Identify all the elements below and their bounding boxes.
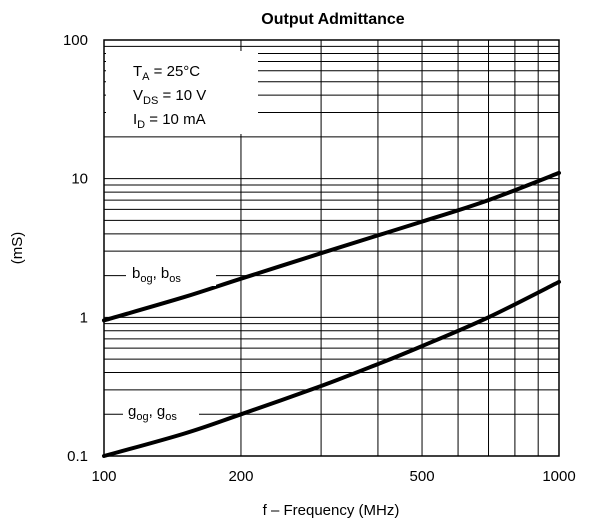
y-tick-label: 100: [63, 32, 88, 49]
x-axis-label: f – Frequency (MHz): [263, 502, 400, 519]
conditions-box: [106, 51, 258, 134]
x-tick-label: 100: [91, 468, 116, 485]
chart-title: Output Admittance: [261, 11, 405, 28]
condition-ta: TA = 25°C: [133, 63, 200, 83]
y-tick-label: 0.1: [67, 448, 88, 465]
y-tick-labels: 0.1 1 10 100: [63, 32, 88, 465]
x-tick-label: 1000: [542, 468, 575, 485]
series-line-0: [102, 170, 561, 323]
x-tick-label: 200: [228, 468, 253, 485]
series-label-g: gog, gos: [128, 403, 177, 423]
series-line-1: [102, 279, 561, 458]
plot-frame: [103, 39, 560, 457]
series-label-b: bog, bos: [132, 265, 181, 285]
y-tick-label: 1: [80, 309, 88, 326]
series-label-bg-g: [123, 396, 199, 424]
y-axis-label: (mS): [9, 232, 26, 265]
condition-id: ID = 10 mA: [133, 111, 206, 131]
x-tick-labels: 100 200 500 1000: [91, 468, 575, 485]
y-tick-label: 10: [71, 171, 88, 188]
x-tick-label: 500: [410, 468, 435, 485]
series-curves: [102, 170, 561, 458]
series-label-bg-b: [126, 256, 216, 286]
condition-vds: VDS = 10 V: [133, 87, 206, 107]
